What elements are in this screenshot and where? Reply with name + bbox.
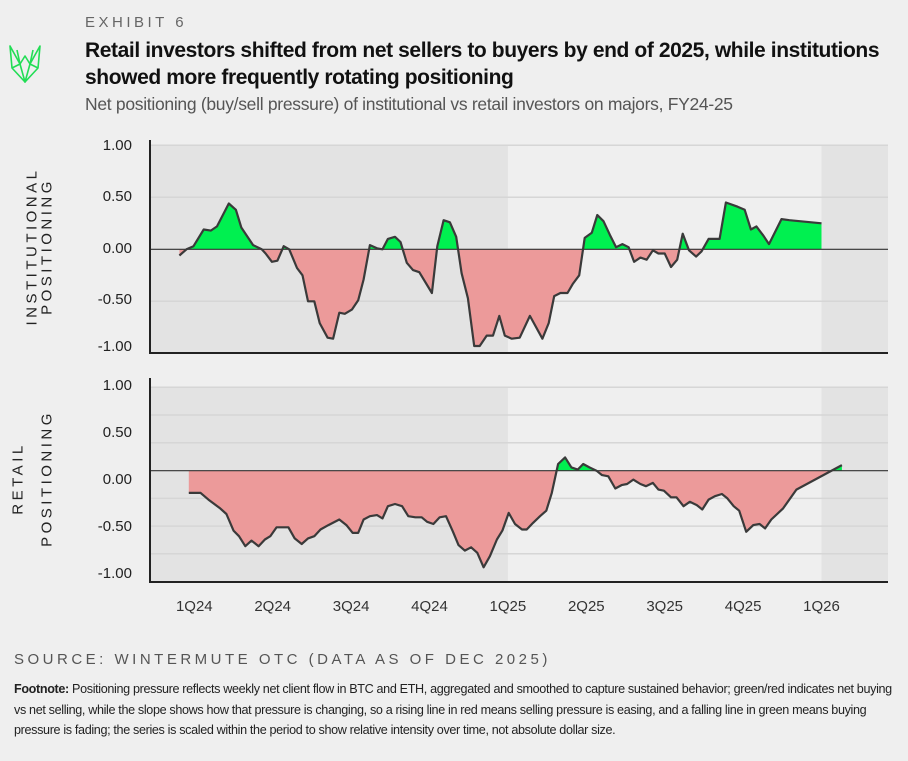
y-tick-label: -1.00: [97, 565, 132, 582]
y-axis-label-institutional-line2: POSITIONING: [38, 178, 56, 315]
shaded-period-2026: [821, 387, 888, 582]
positioning-line: [178, 201, 822, 348]
x-tick-label: 1Q25: [489, 598, 527, 615]
y-tick-label: 0.00: [102, 240, 132, 257]
wintermute-logo-icon: [8, 42, 42, 91]
x-tick-label: 3Q25: [646, 598, 684, 615]
footnote: Footnote: Positioning pressure reflects …: [14, 679, 902, 741]
y-tick-label: -0.50: [97, 291, 132, 308]
net-selling-area: [179, 249, 703, 346]
y-tick-label: -0.50: [97, 518, 132, 535]
x-tick-label: 1Q26: [803, 598, 840, 615]
y-tick-label: 0.50: [102, 188, 132, 205]
footnote-text: Positioning pressure reflects weekly net…: [14, 682, 892, 737]
x-tick-label: 1Q24: [175, 598, 213, 615]
footnote-label: Footnote:: [14, 682, 69, 696]
y-tick-label: -1.00: [97, 338, 132, 355]
x-tick-label: 4Q25: [724, 598, 762, 615]
exhibit-label: EXHIBIT 6: [85, 14, 188, 31]
y-axis-label-retail-line1: RETAIL: [9, 442, 27, 515]
x-tick-label: 2Q24: [254, 598, 292, 615]
chart-title: Retail investors shifted from net seller…: [85, 39, 880, 89]
net-selling-area: [188, 470, 832, 568]
y-axis-label-retail-line2: POSITIONING: [38, 410, 56, 547]
x-tick-label: 3Q24: [332, 598, 370, 615]
x-tick-label: 4Q24: [411, 598, 448, 615]
y-tick-label: 1.00: [102, 137, 132, 154]
net-buying-area: [179, 202, 822, 250]
chart-subtitle: Net positioning (buy/sell pressure) of i…: [85, 94, 733, 114]
x-tick-label: 2Q25: [567, 598, 605, 615]
y-tick-label: 1.00: [102, 377, 132, 394]
source-note: SOURCE: WINTERMUTE OTC (DATA AS OF DEC 2…: [14, 651, 551, 668]
y-tick-label: 0.00: [102, 471, 132, 488]
y-tick-label: 0.50: [102, 424, 132, 441]
